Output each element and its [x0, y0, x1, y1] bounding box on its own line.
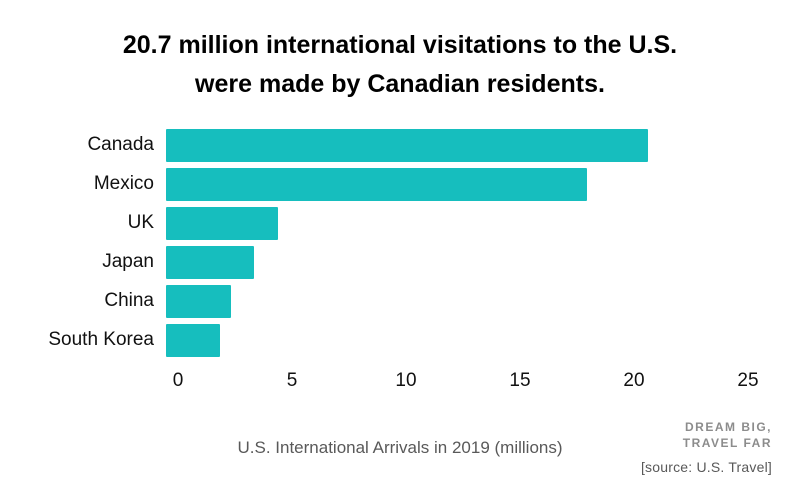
category-label: UK [127, 212, 154, 233]
brand-logo-line-1: DREAM BIG, [685, 420, 772, 434]
category-label: Canada [87, 134, 154, 155]
bar-rows: Canada Mexico UK Japan China South Korea [16, 126, 748, 360]
bar-row: Canada [16, 126, 748, 165]
category-label: Japan [102, 251, 154, 272]
category-label: South Korea [48, 329, 154, 350]
chart-title-line-1: 20.7 million international visitations t… [122, 31, 678, 59]
bar-track [166, 167, 748, 201]
bar [166, 323, 220, 357]
bar [166, 206, 278, 240]
bar [166, 167, 588, 201]
bar-track [166, 284, 748, 318]
source-credit: [source: U.S. Travel] [640, 459, 772, 476]
x-tick-label: 0 [172, 369, 184, 391]
category-label: Mexico [93, 173, 154, 194]
x-tick-label: 20 [623, 369, 645, 391]
bar-track [166, 128, 748, 162]
x-axis: 0 5 10 15 20 25 [173, 369, 759, 396]
x-tick-label: 15 [509, 369, 531, 391]
bar-track [166, 245, 748, 279]
chart-title: 20.7 million international visitations t… [0, 26, 800, 104]
bar-row: Japan [16, 243, 748, 282]
chart-footer: U.S. International Arrivals in 2019 (mil… [0, 408, 800, 500]
brand-block: DREAM BIG, TRAVEL FAR [source: U.S. Trav… [641, 420, 772, 475]
bar-row: Mexico [16, 165, 748, 204]
brand-logo-line-2: TRAVEL FAR [682, 435, 772, 450]
bar [166, 245, 255, 279]
x-axis-caption: U.S. International Arrivals in 2019 (mil… [237, 438, 563, 457]
bar-track [166, 323, 748, 357]
bar-track [166, 206, 748, 240]
bar [166, 128, 648, 162]
bar-row: South Korea [16, 321, 748, 360]
x-tick-label: 25 [737, 369, 759, 391]
chart-title-line-2: were made by Canadian residents. [195, 69, 605, 98]
bar-row: China [16, 282, 748, 321]
x-tick-label: 10 [395, 369, 417, 391]
bar [166, 284, 232, 318]
category-label: China [104, 290, 154, 311]
bar-row: UK [16, 204, 748, 243]
x-tick-label: 5 [286, 369, 298, 391]
bar-chart: Canada Mexico UK Japan China South Korea 0 5 10… [0, 126, 800, 396]
